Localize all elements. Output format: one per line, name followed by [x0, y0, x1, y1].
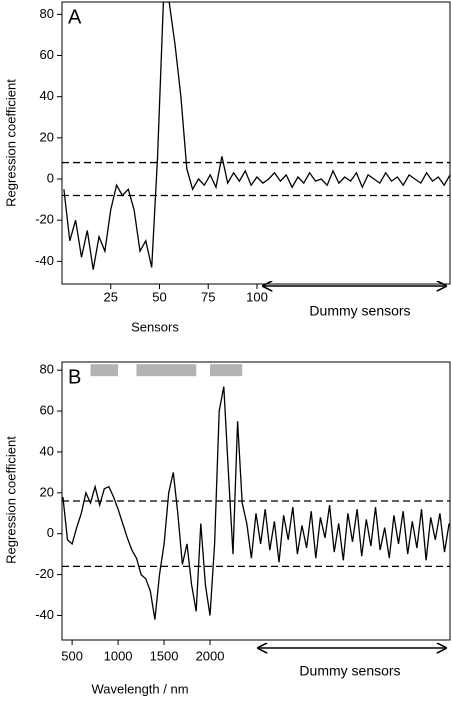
y-tick-label: 40: [40, 443, 54, 458]
y-tick-label: -40: [35, 607, 54, 622]
annotation: Dummy sensors: [299, 663, 400, 679]
wavelength-band: [90, 364, 119, 377]
x-tick-label: 100: [246, 289, 268, 304]
y-tick-label: 0: [47, 525, 54, 540]
x-tick-label: 1000: [104, 648, 133, 663]
y-tick-label: 60: [40, 47, 54, 62]
wavelength-band: [210, 364, 243, 377]
y-tick-label: 20: [40, 484, 54, 499]
annotation: Dummy sensors: [309, 303, 410, 319]
plot-frame: [61, 361, 451, 641]
data-line: [62, 386, 450, 620]
x-axis-label: Sensors: [131, 319, 179, 334]
x-tick-label: 75: [201, 289, 215, 304]
y-axis-label: Regression coefficient: [3, 436, 18, 564]
panel-label: B: [68, 366, 81, 388]
data-line: [63, 2, 450, 270]
y-tick-label: 80: [40, 362, 54, 377]
x-tick-label: 2000: [196, 648, 225, 663]
x-axis-label: Wavelength / nm: [91, 681, 188, 696]
plot-frame: [61, 1, 451, 285]
y-tick-label: -40: [35, 253, 54, 268]
y-tick-label: 80: [40, 6, 54, 21]
y-tick-label: -20: [35, 566, 54, 581]
y-tick-label: 40: [40, 88, 54, 103]
wavelength-band: [136, 364, 197, 377]
x-tick-label: 25: [104, 289, 118, 304]
y-tick-label: 0: [47, 170, 54, 185]
y-tick-label: 60: [40, 402, 54, 417]
y-axis-label: Regression coefficient: [3, 79, 18, 207]
y-tick-label: 20: [40, 129, 54, 144]
x-tick-label: 1500: [150, 648, 179, 663]
x-tick-label: 500: [61, 648, 83, 663]
panel-label: A: [68, 6, 82, 28]
y-tick-label: -20: [35, 212, 54, 227]
x-tick-label: 50: [152, 289, 166, 304]
